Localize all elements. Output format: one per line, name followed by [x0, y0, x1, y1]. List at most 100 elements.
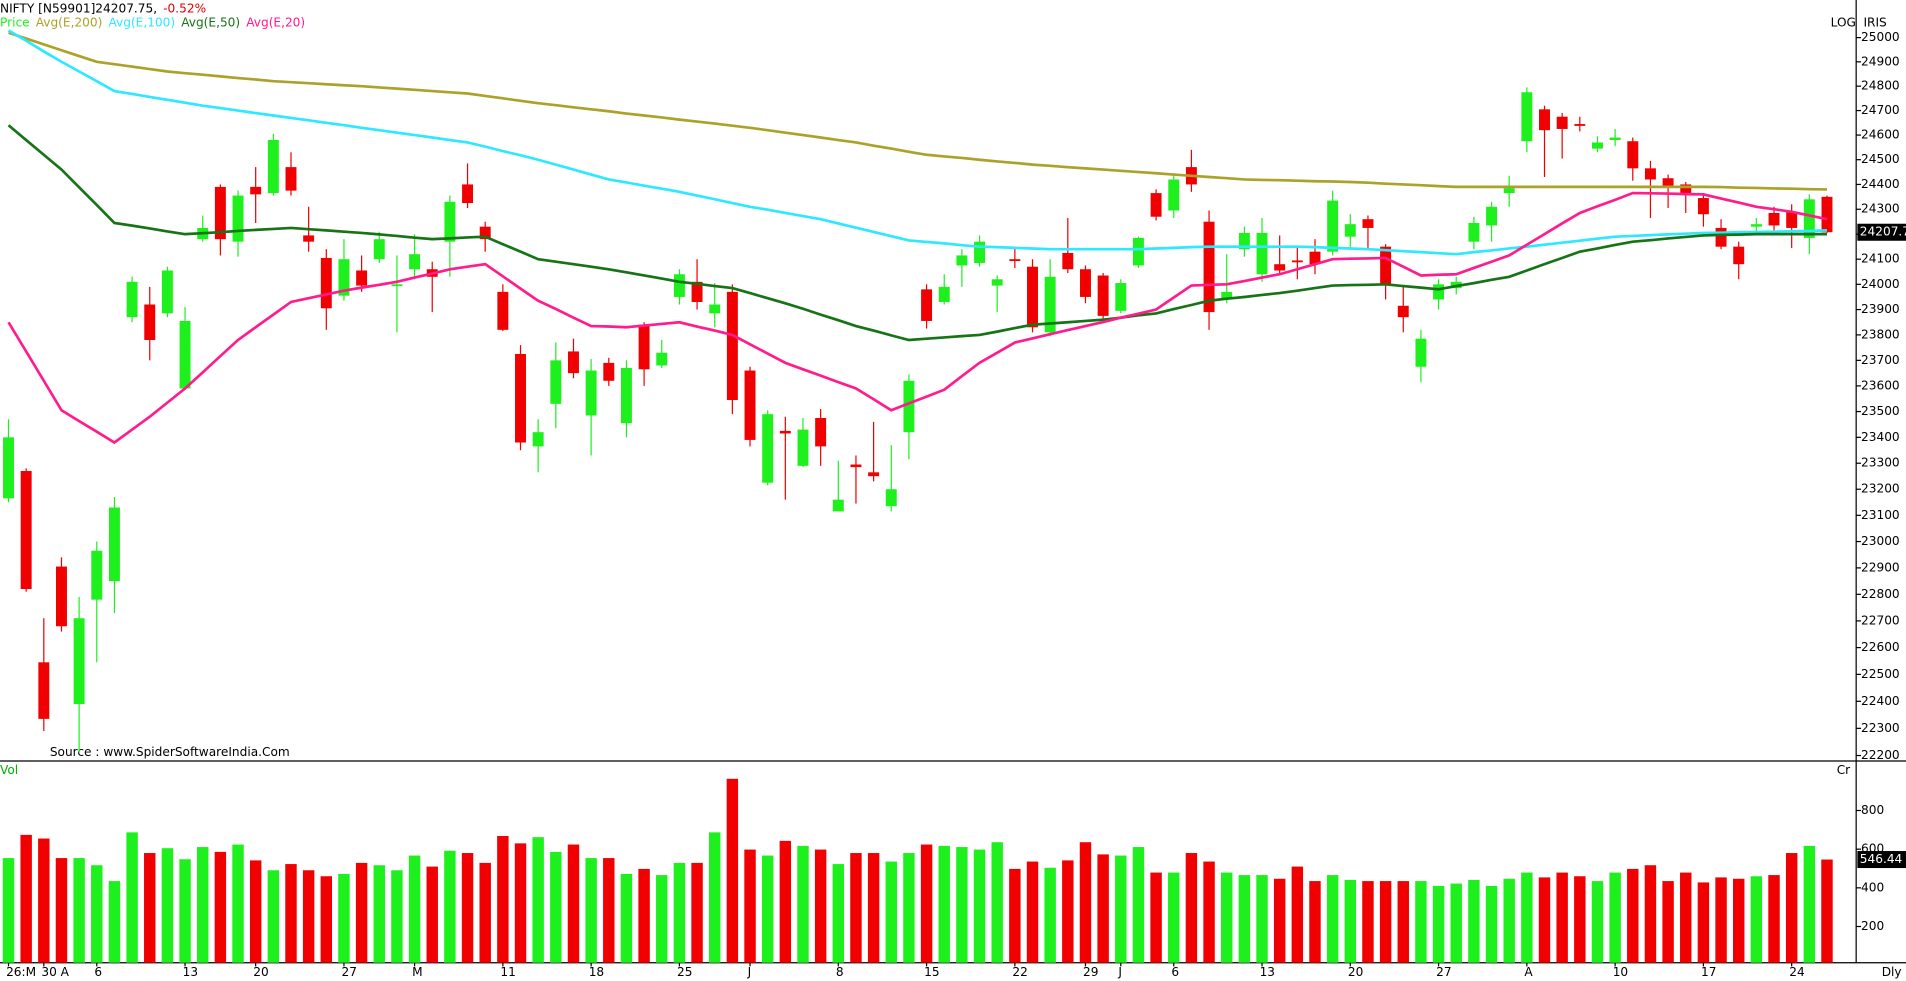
volume-bar: [1768, 875, 1780, 963]
x-tick-label: 26:M: [6, 965, 36, 979]
change-label: -0.52%: [163, 1, 206, 15]
volume-bar: [144, 853, 156, 963]
candle-body: [1327, 200, 1339, 252]
x-tick-label: 20: [1348, 965, 1363, 979]
candle-body: [779, 430, 791, 434]
candle-body: [108, 507, 120, 582]
volume-bar: [1415, 881, 1427, 963]
candle-body: [214, 186, 226, 240]
volume-bar: [338, 873, 350, 963]
candle-body: [1044, 276, 1056, 333]
y-tick-label: 24400: [1861, 177, 1900, 191]
candle-body: [974, 241, 986, 263]
volume-bar: [1644, 865, 1657, 963]
volume-bar: [1221, 872, 1233, 963]
candle-body: [797, 429, 809, 466]
y-tick-label: 23100: [1861, 508, 1900, 522]
candle-body: [515, 353, 526, 443]
volume-bar: [232, 844, 244, 963]
y-tick-label: 22900: [1861, 560, 1900, 574]
x-tick-label: 27: [342, 965, 357, 979]
volume-bar: [1256, 875, 1268, 963]
candle-body: [638, 324, 650, 370]
x-tick-label: 6: [94, 965, 102, 979]
candle-body: [1380, 246, 1392, 285]
candle-body: [868, 472, 880, 477]
scale-label: LOG: [1831, 16, 1856, 30]
volume-bar: [1680, 872, 1692, 963]
volume-bar: [1468, 879, 1480, 963]
candle-body: [1715, 227, 1727, 247]
y-tick-label: 24300: [1861, 202, 1900, 216]
candle-body: [1503, 188, 1515, 194]
legend-entry: Avg(E,50): [181, 16, 240, 30]
volume-bar: [761, 855, 774, 963]
candle-body: [497, 291, 509, 330]
y-tick-label: 24000: [1861, 277, 1900, 291]
volume-bar: [285, 864, 297, 963]
volume-bar: [408, 855, 421, 963]
candle-body: [850, 464, 862, 468]
volume-bar: [426, 866, 438, 963]
volume-unit: Cr: [1837, 763, 1850, 777]
volume-bar: [850, 853, 862, 963]
x-tick-label: 18: [589, 965, 604, 979]
candle-body: [1291, 260, 1303, 263]
y-tick-label: 24500: [1861, 152, 1900, 166]
y-tick-label: 23700: [1861, 353, 1900, 367]
candle-body: [91, 550, 103, 600]
y-tick-label: 23900: [1861, 302, 1900, 316]
candle-body: [1486, 206, 1498, 226]
x-tick-label: 20: [253, 965, 268, 979]
candle-body: [3, 437, 14, 499]
volume-bar: [1062, 860, 1074, 963]
volume-bar: [444, 850, 456, 963]
volume-bar: [1485, 885, 1498, 963]
volume-bar: [1662, 881, 1674, 963]
candle-body: [285, 167, 297, 191]
candle-body: [938, 286, 950, 302]
y-tick-label: 23300: [1861, 456, 1900, 470]
candle-body: [1592, 142, 1603, 149]
candle-body: [620, 368, 632, 424]
y-tick-label: 23200: [1861, 482, 1900, 496]
candle-body: [832, 499, 844, 512]
candle-body: [1627, 141, 1639, 169]
candle-body: [144, 304, 156, 340]
x-tick-label: 22: [1012, 965, 1027, 979]
volume-bar: [73, 858, 85, 963]
y-tick-label: 22800: [1861, 587, 1900, 601]
y-tick-label: 22200: [1861, 748, 1900, 762]
x-tick-label: 10: [1613, 965, 1628, 979]
volume-bar: [709, 832, 721, 963]
candle-body: [373, 239, 385, 260]
candle-body: [250, 186, 262, 195]
candle-body: [73, 618, 85, 705]
y-tick-label: 23600: [1861, 378, 1900, 392]
y-tick-label: 22300: [1861, 721, 1900, 735]
candle-body: [232, 195, 244, 242]
candle-body: [550, 360, 562, 404]
volume-bar: [108, 881, 121, 963]
volume-bar: [1291, 866, 1304, 963]
header: NIFTY [N59901]24207.75, -0.52%: [0, 1, 206, 15]
candle-body: [815, 418, 827, 447]
candle-body: [709, 304, 721, 314]
candle-body: [726, 291, 738, 401]
volume-bar: [1503, 878, 1515, 963]
volume-bar: [1238, 875, 1251, 963]
y-tick-label: 200: [1861, 919, 1884, 933]
volume-bar: [479, 862, 491, 963]
volume-bar: [91, 865, 103, 963]
candle-body: [1168, 179, 1180, 211]
volume-bar: [1591, 881, 1604, 963]
volume-bar: [214, 851, 227, 963]
candle-body: [532, 432, 544, 447]
volume-bar: [814, 849, 827, 963]
x-tick-label: 13: [183, 965, 198, 979]
candle-body: [356, 270, 368, 286]
candle-body: [462, 184, 474, 204]
candle-body: [1362, 219, 1374, 228]
y-tick-label: 24600: [1861, 128, 1900, 142]
volume-bar: [1273, 878, 1286, 963]
